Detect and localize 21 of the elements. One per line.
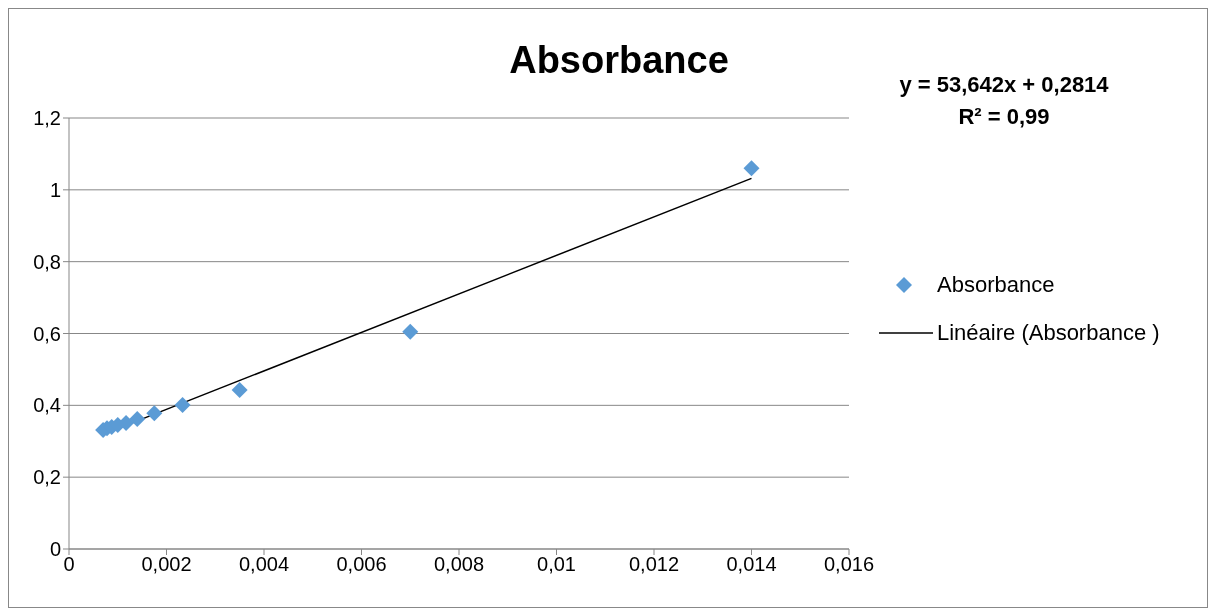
x-tick-label: 0,016 xyxy=(823,553,875,576)
x-tick-label: 0,008 xyxy=(433,553,485,576)
legend-label: Linéaire (Absorbance ) xyxy=(937,320,1160,346)
y-tick-label: 1 xyxy=(49,178,61,201)
text: y = 53,642x + 0,2814 xyxy=(899,72,1109,97)
x-tick-label: 0,002 xyxy=(141,553,192,576)
y-tick-label: 0 xyxy=(49,538,61,561)
y-tick-label: 1,2 xyxy=(33,107,61,130)
x-tick-label: 0,006 xyxy=(336,553,387,576)
legend-label: Absorbance xyxy=(937,272,1055,298)
y-tick-label: 0,2 xyxy=(33,466,61,489)
x-tick-label: 0,004 xyxy=(238,553,290,576)
x-tick-label: 0 xyxy=(63,553,75,576)
chart-title: Absorbance xyxy=(508,39,730,82)
y-tick-label: 0,8 xyxy=(33,250,61,273)
text: R² = 0,99 xyxy=(958,104,1050,129)
y-tick-label: 0,6 xyxy=(33,322,61,345)
x-tick-label: 0,012 xyxy=(628,553,680,576)
x-tick-label: 0,01 xyxy=(537,553,576,576)
y-tick-label: 0,4 xyxy=(33,394,61,417)
x-tick-label: 0,014 xyxy=(726,553,777,576)
